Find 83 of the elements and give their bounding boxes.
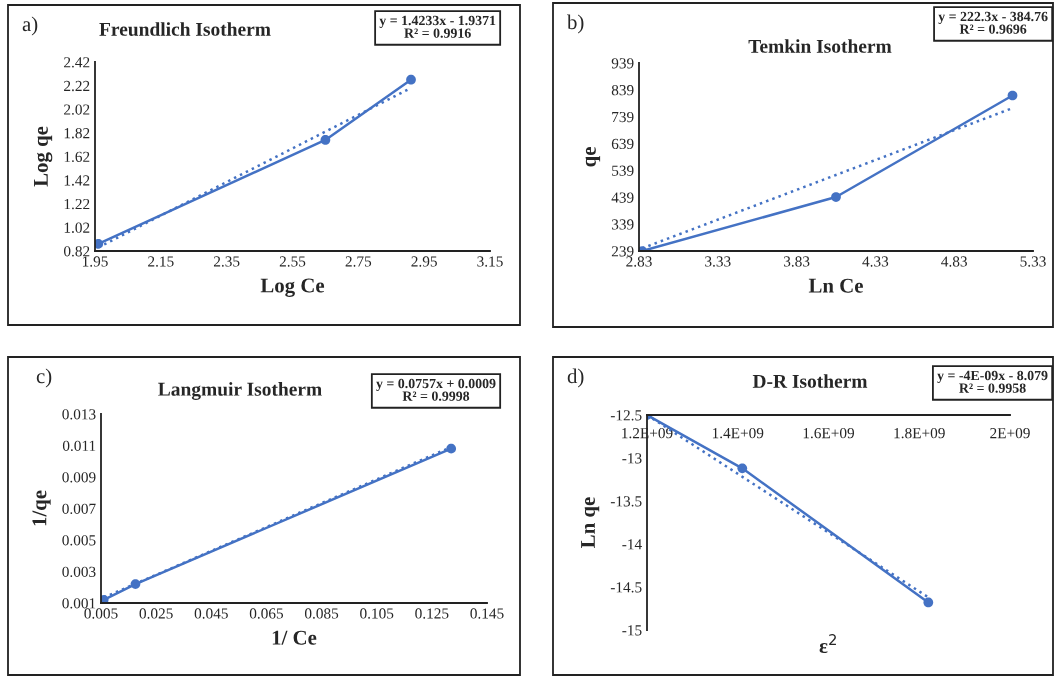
point [831,192,841,202]
y-axis-title: Log qe [34,126,53,187]
y-axis-title: 1/qe [32,490,51,526]
x-tick-label: 0.045 [194,608,228,619]
x-tick-label: 5.33 [1020,256,1046,267]
x-tick-label: 1.95 [82,256,108,267]
y-tick-label: 1.42 [64,175,90,186]
point [320,135,331,145]
x-tick-label: 0.105 [360,608,394,619]
text: c) [36,368,52,388]
text: d) [567,368,584,388]
x-axis-title: Log Ce [260,278,325,297]
point [130,579,141,589]
point [737,463,748,474]
x-tick-label: 3.15 [477,256,503,267]
x-tick-label: 0.065 [249,608,284,619]
text: a) [22,16,38,36]
x-tick-label: 1.8E+09 [894,427,945,439]
y-tick-label: 1.22 [64,198,90,210]
x-tick-label: 0.025 [139,608,173,619]
x-tick-label: 4.33 [862,256,889,267]
x-tick-label: 0.085 [304,608,339,619]
x-tick-label: 0.145 [470,608,504,619]
y-tick-label: -15 [622,625,642,636]
y-tick-label: 639 [611,138,634,150]
x-tick-label: 1.4E+09 [712,427,764,439]
chart-title: D-R Isotherm [752,374,868,388]
y-tick-label: 439 [611,192,634,203]
y-tick-label: 939 [611,58,634,69]
point [1007,90,1018,101]
text: b) [567,14,584,34]
y-tick-label: 0.003 [62,566,96,578]
y-tick-label: 2.22 [64,80,90,92]
text: y = 1.4233x - 1.9371 R² = 0.9916 [379,15,496,38]
y-tick-label: 539 [612,165,634,176]
x-tick-label: 2.83 [626,256,652,267]
y-tick-label: 0.001 [62,598,96,609]
y-tick-label: 1.62 [64,151,90,163]
y-tick-label: -14 [622,539,642,550]
y-tick-label: 0.009 [62,472,96,483]
y-tick-label: 1.02 [64,222,90,233]
x-tick-label: 0.005 [84,608,118,619]
y-tick-label: 339 [611,219,634,230]
y-tick-label: 0.007 [62,503,96,515]
x-tick-label: 0.125 [415,608,449,619]
x-tick-label: 2.15 [148,256,174,267]
y-tick-label: 0.011 [62,440,96,452]
chart-title: Temkin Isotherm [748,39,892,53]
y-axis-title: qe [585,147,601,167]
x-axis-title: ε$^{2}$ [819,634,836,654]
y-tick-label: 239 [611,246,634,257]
y-tick-label: -13.5 [610,496,642,507]
y-tick-label: 739 [612,111,634,123]
x-axis-title: 1/ Ce [272,630,317,645]
y-tick-label: 0.013 [62,409,96,420]
y-tick-label: -13 [622,453,642,464]
y-tick-label: 0.82 [63,246,90,257]
point [406,74,416,85]
y-tick-label: -12.5 [610,410,642,421]
y-tick-label: 839 [611,85,634,96]
x-tick-label: 1.6E+09 [803,427,855,439]
text: y = -4E-09x - 8.079 R² = 0.9958 [937,370,1048,393]
y-tick-label: 0.005 [62,535,96,546]
point [923,597,934,608]
x-tick-label: 2.95 [411,256,437,267]
x-tick-label: 2E+09 [990,427,1030,439]
x-tick-label: 2.35 [213,256,240,267]
y-tick-label: -14.5 [610,582,642,593]
chart-title: Langmuir Isotherm [158,382,322,400]
y-tick-label: 2.42 [64,57,90,68]
x-tick-label: 4.83 [941,256,967,267]
x-tick-label: 2.55 [279,256,306,267]
y-tick-label: 1.82 [64,128,90,139]
chart-title: Freundlich Isotherm [99,22,271,36]
text: y = 222.3x - 384.76 R² = 0.9696 [938,11,1048,34]
y-axis-title: Ln qe [581,497,600,548]
y-tick-label: 2.02 [64,104,90,115]
point [446,443,457,454]
text: y = 0.0757x + 0.0009 R² = 0.9998 [376,378,496,401]
x-tick-label: 2.75 [345,256,372,267]
x-tick-label: 3.33 [705,256,731,267]
x-tick-label: 3.83 [783,256,810,267]
x-axis-title: Ln Ce [808,278,863,293]
